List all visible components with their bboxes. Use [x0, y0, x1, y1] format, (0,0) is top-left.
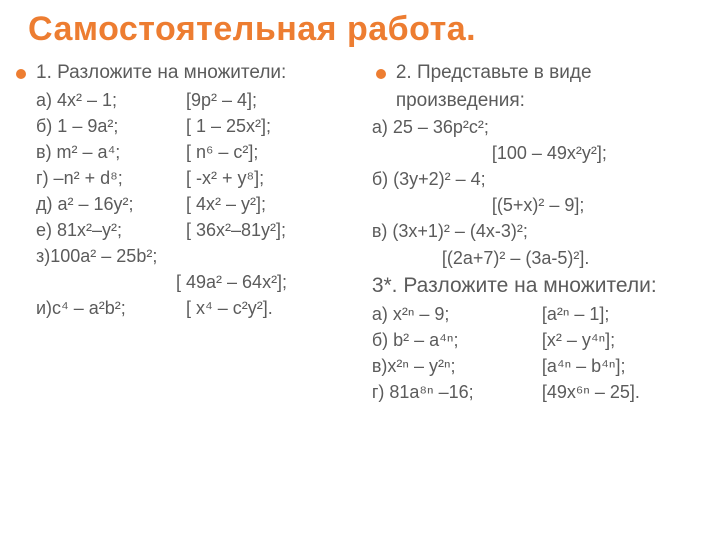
- task1-title: 1. Разложите на множители:: [36, 59, 286, 87]
- task3-row-v-left: в)х²ⁿ – у²ⁿ;: [372, 353, 542, 379]
- task2-header: 2. Представьте в виде произведения:: [372, 59, 704, 114]
- task1-row-a: а) 4х² – 1; [9р² – 4];: [36, 87, 372, 113]
- content-columns: 1. Разложите на множители: а) 4х² – 1; […: [0, 59, 720, 405]
- task2-row-b: б) (3у+2)² – 4;: [372, 166, 704, 192]
- bullet-icon: [16, 69, 26, 79]
- task2-row-v-bracket: [(2а+7)² – (3а-5)²].: [372, 245, 704, 271]
- task1-row-a-left: а) 4х² – 1;: [36, 87, 186, 113]
- task1-row-g-left: г) –n² + d⁸;: [36, 165, 186, 191]
- task3-row-b-left: б) b² – a⁴ⁿ;: [372, 327, 542, 353]
- task2-row-v: в) (3х+1)² – (4х-3)²;: [372, 218, 704, 244]
- task1-row-d: д) а² – 16у²; [ 4х² – у²];: [36, 191, 372, 217]
- task3-row-b: б) b² – a⁴ⁿ; [х² – у⁴ⁿ];: [372, 327, 704, 353]
- task1-row-e-right: [ 36х²–81у²];: [186, 217, 372, 243]
- task1-row-z-bracket: [ 49а² – 64х²];: [36, 269, 372, 295]
- task2-title: 2. Представьте в виде произведения:: [396, 59, 704, 114]
- task2-body: а) 25 – 36р²с²; [100 – 49х²у²]; б) (3у+2…: [372, 114, 704, 271]
- task1-row-i: и)с⁴ – а²b²; [ х⁴ – с²у²].: [36, 295, 372, 321]
- task1-row-b-left: б) 1 – 9а²;: [36, 113, 186, 139]
- task1-row-g: г) –n² + d⁸; [ -х² + у⁸];: [36, 165, 372, 191]
- right-column: 2. Представьте в виде произведения: а) 2…: [372, 59, 704, 405]
- page-title: Самостоятельная работа.: [0, 0, 720, 59]
- task3-row-v-right: [a⁴ⁿ – b⁴ⁿ];: [542, 353, 704, 379]
- task1-row-a-right: [9р² – 4];: [186, 87, 372, 113]
- task3-title: 3*. Разложите на множители:: [372, 271, 704, 301]
- task3-row-b-right: [х² – у⁴ⁿ];: [542, 327, 704, 353]
- task1-row-b: б) 1 – 9а²; [ 1 – 25х²];: [36, 113, 372, 139]
- task1-row-e: е) 81х²–у²; [ 36х²–81у²];: [36, 217, 372, 243]
- bullet-icon: [376, 69, 386, 79]
- task3-row-v: в)х²ⁿ – у²ⁿ; [a⁴ⁿ – b⁴ⁿ];: [372, 353, 704, 379]
- task2-row-a: а) 25 – 36р²с²;: [372, 114, 704, 140]
- task2-row-a-bracket: [100 – 49х²у²];: [372, 140, 704, 166]
- task1-row-g-right: [ -х² + у⁸];: [186, 165, 372, 191]
- task3-row-g-left: г) 81а⁸ⁿ –16;: [372, 379, 542, 405]
- task1-body: а) 4х² – 1; [9р² – 4]; б) 1 – 9а²; [ 1 –…: [12, 87, 372, 322]
- task3-body: а) х²ⁿ – 9; [a²ⁿ – 1]; б) b² – a⁴ⁿ; [х² …: [372, 301, 704, 405]
- task1-row-v-left: в) m² – a⁴;: [36, 139, 186, 165]
- task2-row-b-bracket: [(5+х)² – 9];: [372, 192, 704, 218]
- task1-row-v: в) m² – a⁴; [ n⁶ – c²];: [36, 139, 372, 165]
- task3-row-a-right: [a²ⁿ – 1];: [542, 301, 704, 327]
- task3-row-a-left: а) х²ⁿ – 9;: [372, 301, 542, 327]
- task1-row-i-left: и)с⁴ – а²b²;: [36, 295, 186, 321]
- task3-row-g: г) 81а⁸ⁿ –16; [49х⁶ⁿ – 25].: [372, 379, 704, 405]
- task3-row-g-right: [49х⁶ⁿ – 25].: [542, 379, 704, 405]
- task1-header: 1. Разложите на множители:: [12, 59, 372, 87]
- task3-row-a: а) х²ⁿ – 9; [a²ⁿ – 1];: [372, 301, 704, 327]
- task1-row-v-right: [ n⁶ – c²];: [186, 139, 372, 165]
- task1-row-b-right: [ 1 – 25х²];: [186, 113, 372, 139]
- task1-row-d-left: д) а² – 16у²;: [36, 191, 186, 217]
- left-column: 1. Разложите на множители: а) 4х² – 1; […: [12, 59, 372, 405]
- task1-row-e-left: е) 81х²–у²;: [36, 217, 186, 243]
- task1-row-d-right: [ 4х² – у²];: [186, 191, 372, 217]
- task1-row-i-right: [ х⁴ – с²у²].: [186, 295, 372, 321]
- task1-row-z: з)100а² – 25b²;: [36, 243, 372, 269]
